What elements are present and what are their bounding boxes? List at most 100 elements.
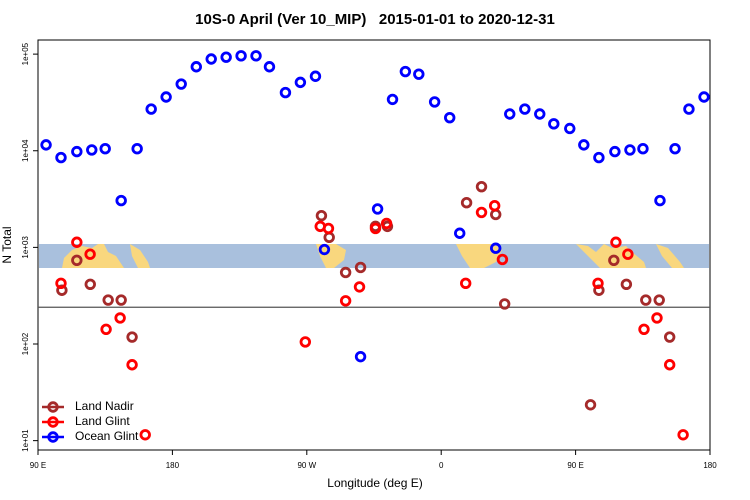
point xyxy=(190,61,202,73)
point xyxy=(100,323,112,335)
point xyxy=(640,294,652,306)
point xyxy=(250,50,262,62)
point xyxy=(610,236,622,248)
point xyxy=(115,194,127,207)
legend-swatch-marker xyxy=(47,401,59,413)
point xyxy=(624,144,636,156)
point xyxy=(102,294,114,306)
point xyxy=(519,103,531,115)
point xyxy=(55,151,67,164)
point xyxy=(56,284,68,296)
point xyxy=(490,242,502,254)
point xyxy=(114,312,126,324)
x-tick-label: 0 xyxy=(439,461,444,470)
point xyxy=(139,429,151,441)
x-tick-label: 90 W xyxy=(297,461,316,470)
point xyxy=(593,151,605,164)
point xyxy=(444,111,456,124)
point xyxy=(309,70,322,82)
point xyxy=(55,277,67,289)
point xyxy=(263,61,276,73)
map-strip xyxy=(39,244,709,268)
point xyxy=(299,336,312,348)
point xyxy=(677,429,689,441)
point xyxy=(663,331,676,343)
point xyxy=(428,96,441,108)
point xyxy=(584,399,597,411)
point xyxy=(609,145,621,158)
y-tick-label: 1e+03 xyxy=(21,236,30,259)
x-tick-label: 90 E xyxy=(567,461,583,470)
x-tick-label: 180 xyxy=(166,461,180,470)
y-axis-label: N Total xyxy=(0,226,14,263)
legend-label: Ocean Glint xyxy=(75,429,139,443)
point xyxy=(608,254,620,266)
point xyxy=(322,222,335,235)
point xyxy=(548,118,560,130)
y-tick-label: 1e+05 xyxy=(21,42,30,65)
point xyxy=(504,108,516,120)
legend-swatch-marker xyxy=(47,431,59,443)
legend-label: Land Nadir xyxy=(75,399,134,413)
point xyxy=(564,122,576,135)
point xyxy=(496,253,509,266)
point xyxy=(638,323,650,335)
point xyxy=(475,206,488,219)
point xyxy=(315,209,328,222)
point xyxy=(386,93,399,106)
point xyxy=(126,331,138,343)
map-land xyxy=(130,244,150,268)
point xyxy=(131,143,143,155)
point xyxy=(84,248,96,260)
y-tick-label: 1e+01 xyxy=(21,429,30,452)
x-tick-label: 90 E xyxy=(30,461,46,470)
point xyxy=(663,359,676,371)
point xyxy=(126,359,138,371)
point xyxy=(698,91,710,103)
point xyxy=(653,294,665,306)
point xyxy=(578,139,590,151)
point xyxy=(488,199,501,212)
point xyxy=(115,294,127,306)
point xyxy=(71,236,83,248)
point xyxy=(145,103,157,115)
point xyxy=(353,281,366,293)
point xyxy=(71,254,83,266)
point xyxy=(592,277,604,289)
point xyxy=(71,145,83,158)
point xyxy=(235,50,247,62)
point xyxy=(205,53,217,65)
y-tick-label: 1e+02 xyxy=(21,332,30,355)
point xyxy=(459,277,472,289)
point xyxy=(369,222,382,235)
point xyxy=(380,217,393,230)
point xyxy=(354,350,367,363)
point xyxy=(475,180,488,193)
point xyxy=(339,295,352,307)
x-axis-label: Longitude (deg E) xyxy=(327,476,422,490)
point xyxy=(593,284,605,296)
point xyxy=(160,91,172,103)
plot-frame xyxy=(37,39,711,451)
chart-title: 10S-0 April (Ver 10_MIP) 2015-01-01 to 2… xyxy=(195,11,555,28)
point xyxy=(40,139,52,151)
point xyxy=(534,108,546,120)
point xyxy=(175,78,187,90)
point xyxy=(454,227,466,239)
point xyxy=(371,203,384,215)
point xyxy=(354,261,367,274)
point xyxy=(399,65,412,78)
point xyxy=(669,143,681,155)
legend-label: Land Glint xyxy=(75,414,130,428)
point xyxy=(622,248,634,260)
point xyxy=(339,266,352,279)
point xyxy=(279,86,292,99)
point xyxy=(99,143,111,155)
point xyxy=(84,278,96,290)
point xyxy=(620,278,633,290)
point xyxy=(323,231,335,244)
point xyxy=(683,103,695,115)
point xyxy=(460,196,473,209)
